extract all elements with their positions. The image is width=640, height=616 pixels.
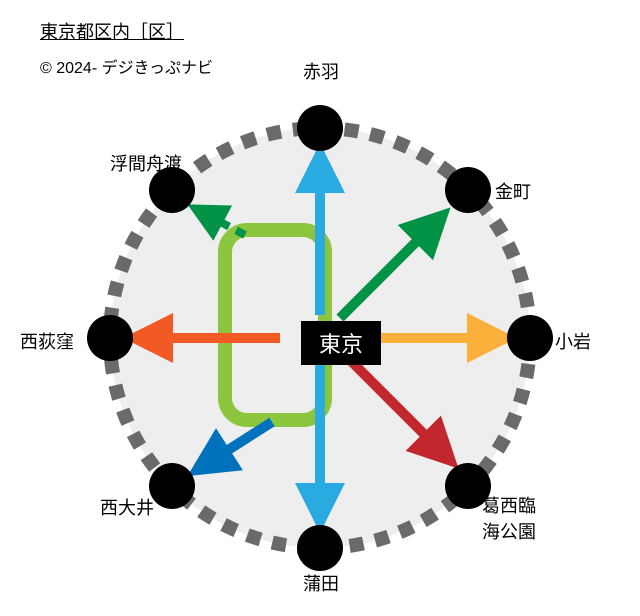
station-dot-kamata: [297, 525, 343, 571]
station-label-kasai: 葛西臨海公園: [482, 492, 536, 544]
tokyo-zone-diagram: 東京 赤羽金町小岩葛西臨海公園蒲田西大井西荻窪浮間舟渡: [40, 60, 600, 616]
center-station-box: 東京: [301, 321, 381, 365]
station-label-akabane: 赤羽: [303, 58, 339, 84]
station-dot-akabane: [297, 105, 343, 151]
station-label-nishiogi: 西荻窪: [20, 328, 74, 354]
page-title: 東京都区内［区］: [40, 18, 184, 44]
station-dot-nishiogi: [87, 315, 133, 361]
station-dot-kanamachi: [445, 167, 491, 213]
station-dot-koiwa: [507, 315, 553, 361]
station-label-ukima: 浮間舟渡: [110, 150, 182, 176]
station-dot-nishiooi: [149, 463, 195, 509]
station-label-nishiooi: 西大井: [100, 494, 154, 520]
station-label-koiwa: 小岩: [555, 328, 591, 354]
station-label-kamata: 蒲田: [303, 570, 339, 596]
station-label-kanamachi: 金町: [495, 178, 531, 204]
center-station-label: 東京: [319, 332, 363, 357]
